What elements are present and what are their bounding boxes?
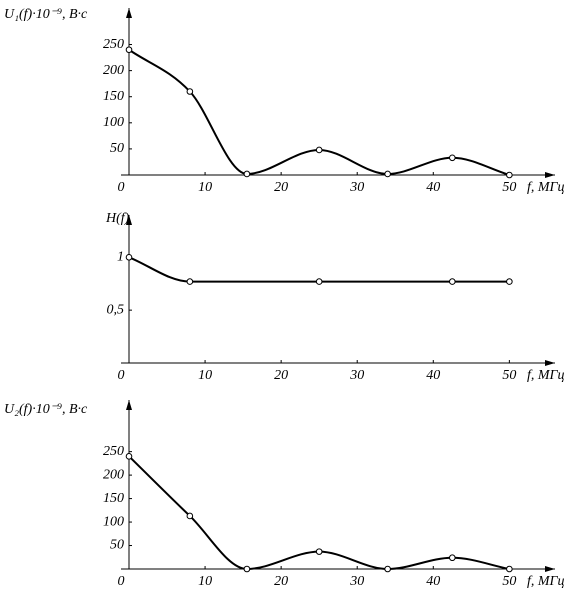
point [449,554,456,562]
x-tick-label: 0 [118,574,125,589]
point [506,278,513,285]
point [186,512,194,520]
y-tick-label: 150 [103,491,124,506]
x-tick-label: 40 [426,368,440,383]
x-tick-label: 30 [349,368,364,383]
y-tick-label: 50 [110,538,124,553]
y-tick-label: 50 [110,141,124,156]
x-axis-label: f, МГц [527,180,565,195]
point [449,154,456,162]
point [125,46,133,54]
x-axis-label: f, МГц [527,368,565,383]
y-tick-label: 250 [103,444,124,459]
y-tick-label: 200 [103,467,124,482]
point [384,170,391,178]
x-tick-label: 20 [274,368,288,383]
x-tick-label: 40 [426,180,440,195]
x-tick-label: 10 [198,368,212,383]
point [506,171,513,179]
x-tick-label: 50 [502,574,516,589]
x-axis-label: f, МГц [527,574,565,589]
y-tick-label: 0,5 [107,302,125,317]
curve [128,256,510,283]
point [449,278,456,285]
x-tick-label: 30 [349,180,364,195]
x-tick-label: 20 [274,180,288,195]
x-tick-label: 10 [198,574,212,589]
point [186,278,194,285]
y-axis-label: U₁(f)·10⁻⁹, В·с [4,7,88,22]
y-axis-label: U₂(f)·10⁻⁹, В·с [4,402,88,417]
x-axis-arrow [545,360,555,366]
point [186,88,194,95]
y-tick-label: 100 [103,115,124,130]
x-tick-label: 40 [426,574,440,589]
x-tick-label: 0 [118,180,125,195]
point [243,565,251,573]
point [315,548,323,555]
y-axis-arrow [126,400,132,410]
point [506,565,513,573]
point [125,253,133,261]
y-axis-label: H(f) [105,211,130,226]
y-tick-label: 100 [103,514,124,529]
x-tick-label: 50 [502,368,516,383]
x-axis-arrow [545,566,555,572]
x-tick-label: 50 [502,180,516,195]
y-tick-label: 1 [117,250,124,265]
point [125,453,133,460]
y-tick-label: 200 [103,63,124,78]
x-axis-arrow [545,172,555,178]
x-tick-label: 10 [198,180,212,195]
point [315,146,323,154]
x-tick-label: 0 [118,368,125,383]
y-axis-arrow [126,8,132,18]
point [315,278,323,285]
y-tick-label: 250 [103,37,124,52]
x-tick-label: 20 [274,574,288,589]
y-tick-label: 150 [103,89,124,104]
x-tick-label: 30 [349,574,364,589]
point [243,170,251,178]
y-axis-arrow [126,215,132,225]
point [384,565,391,573]
